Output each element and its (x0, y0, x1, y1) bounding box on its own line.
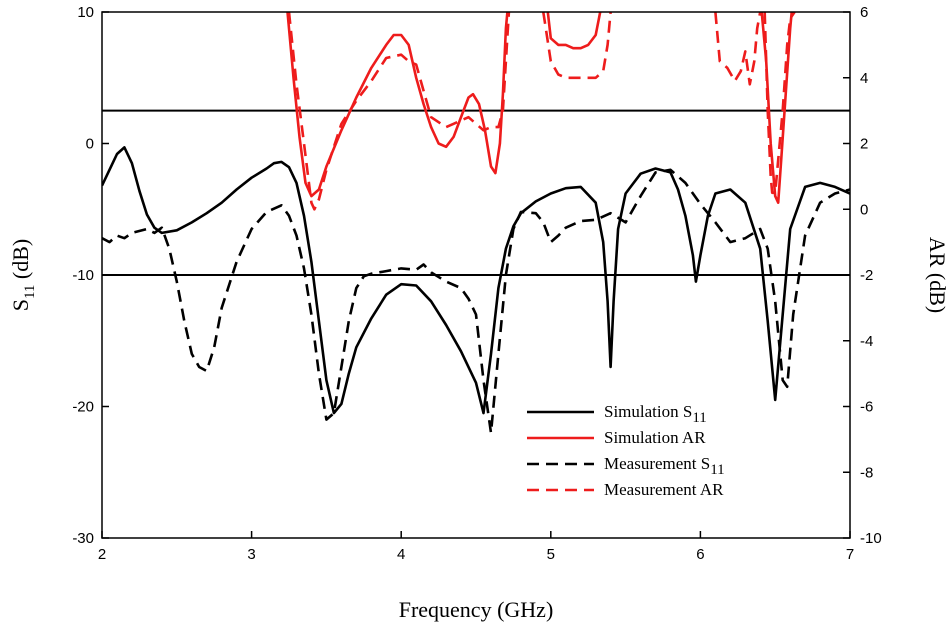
y-axis-right-title: AR (dB) (925, 237, 950, 313)
x-tick-label: 5 (547, 546, 555, 563)
series-layer (102, 12, 850, 435)
series-line-measurement-ar-1 (542, 12, 612, 80)
y-right-tick-label: -8 (860, 464, 873, 481)
legend-label-sub: 11 (710, 462, 724, 478)
legend-label: Measurement AR (604, 480, 724, 499)
series-line-measurement-ar-0 (287, 12, 511, 211)
y-right-tick-label: 2 (860, 136, 868, 153)
y-left-tick-label: -20 (72, 399, 94, 416)
y-right-tick-label: -2 (860, 267, 873, 284)
legend-label-sub: 11 (692, 410, 706, 426)
y-right-tick-label: 6 (860, 4, 868, 21)
legend-label-main: Measurement S (604, 454, 710, 473)
legend-label: Simulation AR (604, 428, 706, 447)
x-axis-title: Frequency (GHz) (399, 597, 554, 622)
x-tick-label: 7 (846, 546, 854, 563)
y-axis-left-title: S11 (dB) (8, 239, 38, 312)
legend-label: Measurement S11 (604, 454, 725, 478)
y-left-title-main: S (8, 299, 33, 311)
x-tick-label: 4 (397, 546, 405, 563)
y-right-tick-label: -6 (860, 399, 873, 416)
y-right-tick-label: -10 (860, 530, 882, 547)
y-left-tick-label: -30 (72, 530, 94, 547)
x-axis: 2 3 4 5 6 7 (98, 531, 854, 563)
legend-label-main: Simulation S (604, 402, 692, 421)
y-right-tick-label: 4 (860, 70, 868, 87)
y-right-tick-label: 0 (860, 201, 868, 218)
y-left-tick-label: -10 (72, 267, 94, 284)
legend-label: Simulation S11 (604, 402, 707, 426)
legend-label-main: Measurement AR (604, 480, 724, 499)
series-line-measurement-s11 (102, 168, 850, 435)
y-left-tick-label: 0 (86, 136, 94, 153)
series-line-simulation-ar-0 (286, 12, 509, 198)
y-left-title-unit: (dB) (8, 239, 33, 285)
right-axis: -10 -8 -6 -4 -2 0 2 4 6 (843, 4, 882, 547)
y-left-tick-label: 10 (77, 4, 94, 21)
legend-label-main: Simulation AR (604, 428, 706, 447)
series-line-measurement-ar-3 (763, 12, 796, 195)
reference-lines (102, 109, 850, 276)
x-tick-label: 6 (696, 546, 704, 563)
x-tick-label: 3 (247, 546, 255, 563)
y-right-tick-label: -4 (860, 333, 873, 350)
series-line-simulation-ar-1 (546, 12, 602, 50)
series-line-simulation-s11 (102, 146, 850, 415)
y-left-title-sub: 11 (22, 285, 38, 299)
left-axis: -30 -20 -10 0 10 (72, 4, 109, 547)
series-line-measurement-ar-2 (714, 12, 762, 86)
x-tick-label: 2 (98, 546, 106, 563)
